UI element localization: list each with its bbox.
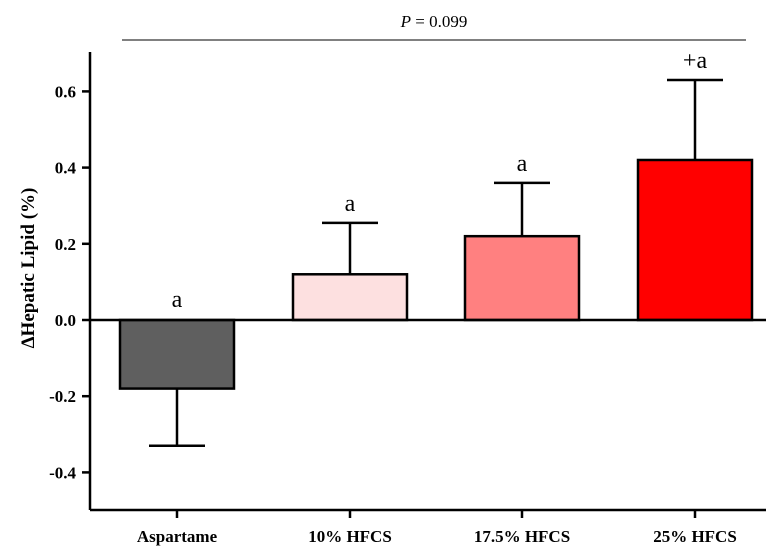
bar-annotation-3: a [517,151,528,177]
y-axis-label: ΔHepatic Lipid (%) [18,188,39,349]
comparison-p-value: P = 0.099 [400,12,468,31]
y-tick-label-6: 0.6 [55,82,76,101]
bar-2 [291,273,409,322]
y-tick-label-4: 0.2 [55,235,76,254]
bar-annotation-1: a [172,287,183,313]
x-tick-label-2: 10% HFCS [308,527,392,546]
bar-annotation-4: +a [683,48,708,74]
bar-1 [118,318,236,390]
bar-annotation-2: a [345,191,356,217]
x-tick-label-4: 25% HFCS [653,527,737,546]
y-tick-label-1: -0.4 [49,463,76,482]
bar-3 [463,234,581,322]
y-tick-label-5: 0.4 [55,159,77,178]
y-tick-label-2: -0.2 [49,387,76,406]
x-tick-label-1: Aspartame [137,527,218,546]
bar-4 [636,158,754,322]
y-tick-label-3: 0.0 [55,311,76,330]
x-tick-label-3: 17.5% HFCS [474,527,570,546]
